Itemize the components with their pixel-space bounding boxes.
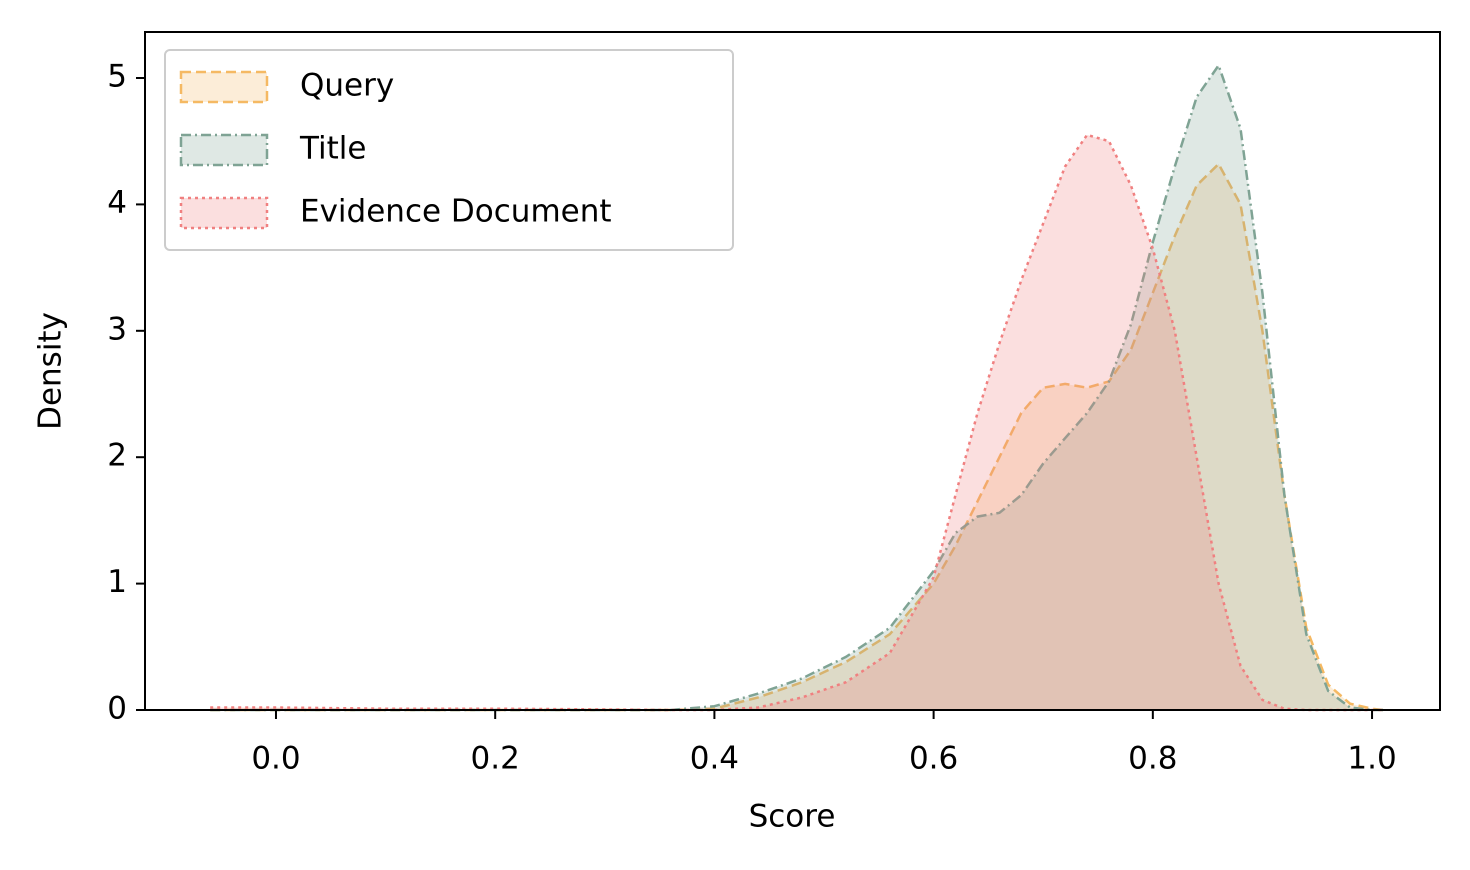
- legend-box: [164, 49, 734, 251]
- legend-label: Title: [299, 131, 366, 167]
- y-tick-label: 0: [107, 691, 127, 727]
- density-area: [210, 164, 1384, 710]
- density-area: [210, 65, 1384, 710]
- y-tick-label: 4: [107, 185, 127, 221]
- y-axis-label: Density: [33, 312, 69, 430]
- x-axis-label: Score: [749, 799, 836, 835]
- legend-label: Evidence Document: [300, 194, 612, 230]
- x-tick-label: 0.4: [690, 741, 739, 777]
- legend-swatch: [179, 133, 269, 167]
- y-tick-label: 2: [107, 438, 127, 474]
- y-tick-label: 3: [107, 311, 127, 347]
- x-tick-label: 0.8: [1128, 741, 1177, 777]
- legend-label: Query: [300, 68, 394, 104]
- legend-swatch: [179, 70, 269, 104]
- density-line: [210, 62, 1383, 712]
- x-tick-label: 0.2: [471, 741, 520, 777]
- density-line: [210, 133, 1383, 712]
- x-tick-label: 0.6: [909, 741, 958, 777]
- y-tick-label: 5: [107, 59, 127, 95]
- y-tick-label: 1: [107, 564, 127, 600]
- plot-frame: [144, 31, 1441, 711]
- density-area: [210, 134, 1384, 710]
- x-tick-label: 1.0: [1347, 741, 1396, 777]
- legend-swatch: [179, 196, 269, 230]
- x-tick-label: 0.0: [251, 741, 300, 777]
